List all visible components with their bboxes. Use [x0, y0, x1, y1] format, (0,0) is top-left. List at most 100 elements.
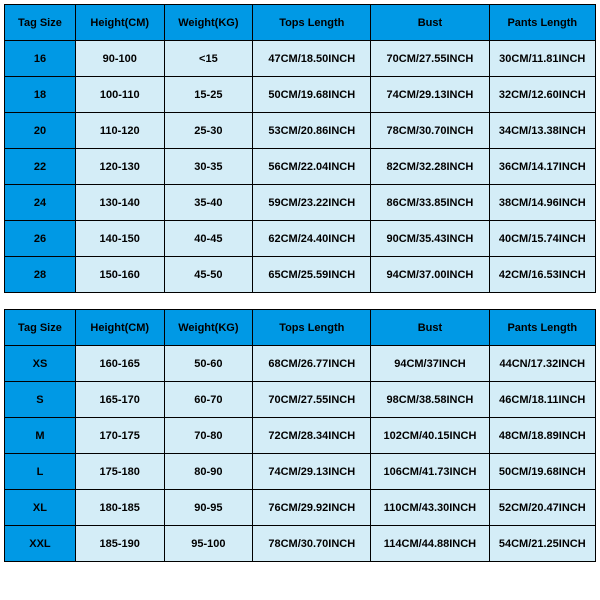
data-cell: 78CM/30.70INCH — [253, 526, 371, 562]
data-cell: 62CM/24.40INCH — [253, 221, 371, 257]
data-cell: 70CM/27.55INCH — [371, 41, 489, 77]
data-cell: 78CM/30.70INCH — [371, 113, 489, 149]
tag-size-cell: L — [5, 454, 76, 490]
data-cell: 74CM/29.13INCH — [253, 454, 371, 490]
data-cell: 46CM/18.11INCH — [489, 382, 595, 418]
data-cell: 120-130 — [75, 149, 164, 185]
data-cell: 47CM/18.50INCH — [253, 41, 371, 77]
data-cell: 72CM/28.34INCH — [253, 418, 371, 454]
data-cell: 40CM/15.74INCH — [489, 221, 595, 257]
data-cell: 54CM/21.25INCH — [489, 526, 595, 562]
data-cell: 140-150 — [75, 221, 164, 257]
data-cell: 100-110 — [75, 77, 164, 113]
data-cell: 59CM/23.22INCH — [253, 185, 371, 221]
size-table-kids: Tag SizeHeight(CM)Weight(KG)Tops LengthB… — [4, 4, 596, 293]
tag-size-cell: XS — [5, 346, 76, 382]
col-header: Height(CM) — [75, 5, 164, 41]
data-cell: 50CM/19.68INCH — [489, 454, 595, 490]
tag-size-cell: 28 — [5, 257, 76, 293]
data-cell: 15-25 — [164, 77, 253, 113]
tag-size-cell: 22 — [5, 149, 76, 185]
data-cell: 160-165 — [75, 346, 164, 382]
col-header: Tops Length — [253, 310, 371, 346]
data-cell: 185-190 — [75, 526, 164, 562]
data-cell: 32CM/12.60INCH — [489, 77, 595, 113]
data-cell: 70-80 — [164, 418, 253, 454]
data-cell: 175-180 — [75, 454, 164, 490]
table-row: 22120-13030-3556CM/22.04INCH82CM/32.28IN… — [5, 149, 596, 185]
data-cell: 150-160 — [75, 257, 164, 293]
table-row: 18100-11015-2550CM/19.68INCH74CM/29.13IN… — [5, 77, 596, 113]
data-cell: 50CM/19.68INCH — [253, 77, 371, 113]
tag-size-cell: XL — [5, 490, 76, 526]
data-cell: 65CM/25.59INCH — [253, 257, 371, 293]
col-header: Tops Length — [253, 5, 371, 41]
data-cell: 68CM/26.77INCH — [253, 346, 371, 382]
tag-size-cell: 26 — [5, 221, 76, 257]
data-cell: 74CM/29.13INCH — [371, 77, 489, 113]
table-row: 26140-15040-4562CM/24.40INCH90CM/35.43IN… — [5, 221, 596, 257]
data-cell: 44CN/17.32INCH — [489, 346, 595, 382]
col-header: Bust — [371, 5, 489, 41]
data-cell: 70CM/27.55INCH — [253, 382, 371, 418]
data-cell: 130-140 — [75, 185, 164, 221]
tag-size-cell: 18 — [5, 77, 76, 113]
table-row: XS160-16550-6068CM/26.77INCH94CM/37INCH4… — [5, 346, 596, 382]
data-cell: 53CM/20.86INCH — [253, 113, 371, 149]
data-cell: 170-175 — [75, 418, 164, 454]
table-row: 24130-14035-4059CM/23.22INCH86CM/33.85IN… — [5, 185, 596, 221]
data-cell: 60-70 — [164, 382, 253, 418]
table-header: Tag SizeHeight(CM)Weight(KG)Tops LengthB… — [5, 310, 596, 346]
data-cell: 114CM/44.88INCH — [371, 526, 489, 562]
data-cell: 34CM/13.38INCH — [489, 113, 595, 149]
table-row: XL180-18590-9576CM/29.92INCH110CM/43.30I… — [5, 490, 596, 526]
table-header: Tag SizeHeight(CM)Weight(KG)Tops LengthB… — [5, 5, 596, 41]
col-header: Pants Length — [489, 310, 595, 346]
data-cell: 86CM/33.85INCH — [371, 185, 489, 221]
table-row: L175-18080-9074CM/29.13INCH106CM/41.73IN… — [5, 454, 596, 490]
data-cell: 98CM/38.58INCH — [371, 382, 489, 418]
data-cell: 48CM/18.89INCH — [489, 418, 595, 454]
table-row: 20110-12025-3053CM/20.86INCH78CM/30.70IN… — [5, 113, 596, 149]
col-header: Weight(KG) — [164, 5, 253, 41]
data-cell: 102CM/40.15INCH — [371, 418, 489, 454]
tag-size-cell: 20 — [5, 113, 76, 149]
col-header: Tag Size — [5, 5, 76, 41]
data-cell: 94CM/37INCH — [371, 346, 489, 382]
data-cell: 106CM/41.73INCH — [371, 454, 489, 490]
tag-size-cell: M — [5, 418, 76, 454]
data-cell: 25-30 — [164, 113, 253, 149]
table-row: S165-17060-7070CM/27.55INCH98CM/38.58INC… — [5, 382, 596, 418]
data-cell: 45-50 — [164, 257, 253, 293]
table-row: 1690-100<1547CM/18.50INCH70CM/27.55INCH3… — [5, 41, 596, 77]
col-header: Pants Length — [489, 5, 595, 41]
data-cell: 90CM/35.43INCH — [371, 221, 489, 257]
data-cell: 95-100 — [164, 526, 253, 562]
data-cell: 165-170 — [75, 382, 164, 418]
col-header: Weight(KG) — [164, 310, 253, 346]
tag-size-cell: 24 — [5, 185, 76, 221]
data-cell: 94CM/37.00INCH — [371, 257, 489, 293]
col-header: Bust — [371, 310, 489, 346]
data-cell: 30-35 — [164, 149, 253, 185]
table-gap — [4, 293, 596, 309]
data-cell: 110-120 — [75, 113, 164, 149]
table-row: M170-17570-8072CM/28.34INCH102CM/40.15IN… — [5, 418, 596, 454]
data-cell: 76CM/29.92INCH — [253, 490, 371, 526]
data-cell: 180-185 — [75, 490, 164, 526]
data-cell: <15 — [164, 41, 253, 77]
table-body: 1690-100<1547CM/18.50INCH70CM/27.55INCH3… — [5, 41, 596, 293]
data-cell: 36CM/14.17INCH — [489, 149, 595, 185]
data-cell: 52CM/20.47INCH — [489, 490, 595, 526]
data-cell: 38CM/14.96INCH — [489, 185, 595, 221]
data-cell: 82CM/32.28INCH — [371, 149, 489, 185]
data-cell: 110CM/43.30INCH — [371, 490, 489, 526]
size-table-adults: Tag SizeHeight(CM)Weight(KG)Tops LengthB… — [4, 309, 596, 562]
table-row: 28150-16045-5065CM/25.59INCH94CM/37.00IN… — [5, 257, 596, 293]
data-cell: 90-95 — [164, 490, 253, 526]
col-header: Tag Size — [5, 310, 76, 346]
data-cell: 40-45 — [164, 221, 253, 257]
data-cell: 80-90 — [164, 454, 253, 490]
data-cell: 42CM/16.53INCH — [489, 257, 595, 293]
table-body: XS160-16550-6068CM/26.77INCH94CM/37INCH4… — [5, 346, 596, 562]
